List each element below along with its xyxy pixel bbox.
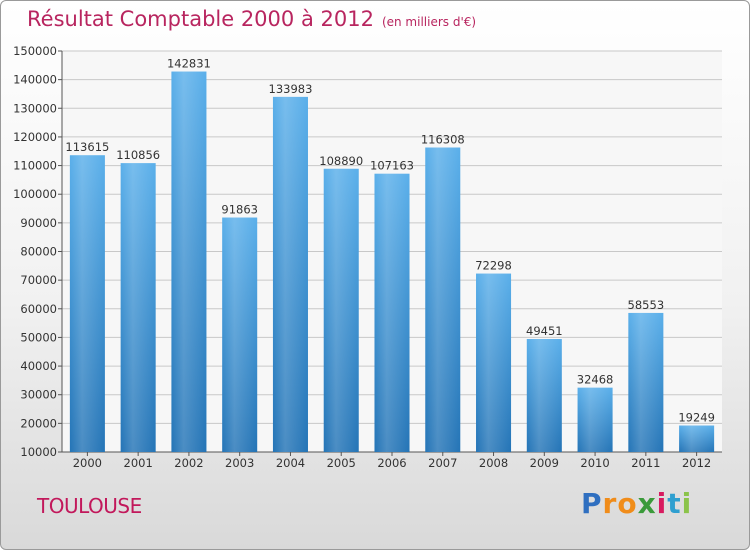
y-tick-label: 120000: [13, 130, 57, 144]
y-tick-label: 140000: [13, 73, 57, 87]
proxiti-logo: Proxiti: [581, 487, 693, 520]
chart-title-text: Résultat Comptable 2000 à 2012: [27, 7, 374, 31]
bar-shine-2003: [222, 217, 258, 452]
data-label-2001: 110856: [116, 148, 160, 162]
x-tick-label-2011: 2011: [631, 456, 660, 470]
y-tick-label: 20000: [20, 416, 57, 430]
y-tick-label: 130000: [13, 101, 57, 115]
data-label-2011: 58553: [628, 298, 665, 312]
data-label-2004: 133983: [269, 82, 313, 96]
data-label-2009: 49451: [526, 324, 563, 338]
bar-shine-2006: [374, 173, 410, 453]
y-tick-label: 80000: [20, 245, 57, 259]
bar-shine-2009: [526, 339, 562, 452]
bar-shine-2008: [476, 273, 512, 452]
data-label-2007: 116308: [421, 133, 465, 147]
y-tick-label: 10000: [20, 445, 57, 459]
x-tick-label-2005: 2005: [327, 456, 356, 470]
x-tick-label-2003: 2003: [225, 456, 254, 470]
bar-shine-2002: [171, 71, 207, 453]
bar-shine-2007: [425, 147, 461, 452]
bar-shine-2001: [120, 163, 156, 452]
city-label: TOULOUSE: [37, 494, 142, 518]
x-tick-label-2012: 2012: [682, 456, 711, 470]
bar-layer: [69, 71, 715, 453]
y-tick-label: 60000: [20, 302, 57, 316]
y-tick-label: 110000: [13, 159, 57, 173]
x-tick-label-2001: 2001: [124, 456, 153, 470]
data-label-2002: 142831: [167, 57, 211, 71]
data-label-2006: 107163: [370, 159, 414, 173]
y-tick-label: 50000: [20, 330, 57, 344]
bar-shine-2004: [272, 96, 308, 453]
bar-shine-2010: [577, 387, 613, 452]
y-tick-label: 70000: [20, 273, 57, 287]
bar-shine-2011: [628, 312, 664, 452]
data-label-2012: 19249: [678, 411, 715, 425]
data-label-2010: 32468: [577, 373, 614, 387]
x-tick-label-2002: 2002: [174, 456, 203, 470]
x-tick-label-2004: 2004: [276, 456, 305, 470]
x-tick-label-2010: 2010: [580, 456, 609, 470]
x-tick-label-2007: 2007: [428, 456, 457, 470]
bar-shine-2012: [679, 425, 715, 452]
bar-chart: 10000 20000 30000 40000 50000 60000 70000 80000…: [13, 44, 722, 470]
label-layer: 113615 2000 110856 2001 142831 2002 91863 2003 1…: [65, 57, 714, 470]
x-tick-label-2006: 2006: [377, 456, 406, 470]
data-label-2008: 72298: [475, 259, 512, 273]
y-tick-label: 100000: [13, 187, 57, 201]
chart-subtitle: (en milliers d'€): [381, 15, 477, 29]
y-tick-label: 40000: [20, 359, 57, 373]
bar-shine-2000: [69, 155, 105, 452]
bar-shine-2005: [323, 168, 359, 452]
data-label-2003: 91863: [221, 203, 258, 217]
y-tick-label: 90000: [20, 216, 57, 230]
x-tick-label-2000: 2000: [73, 456, 102, 470]
chart-title: Résultat Comptable 2000 à 2012 (en millie…: [27, 7, 476, 31]
x-tick-label-2008: 2008: [479, 456, 508, 470]
y-tick-label: 30000: [20, 388, 57, 402]
x-tick-label-2009: 2009: [530, 456, 559, 470]
y-tick-label: 150000: [13, 44, 57, 58]
data-label-2005: 108890: [319, 154, 363, 168]
data-label-2000: 113615: [65, 140, 109, 154]
